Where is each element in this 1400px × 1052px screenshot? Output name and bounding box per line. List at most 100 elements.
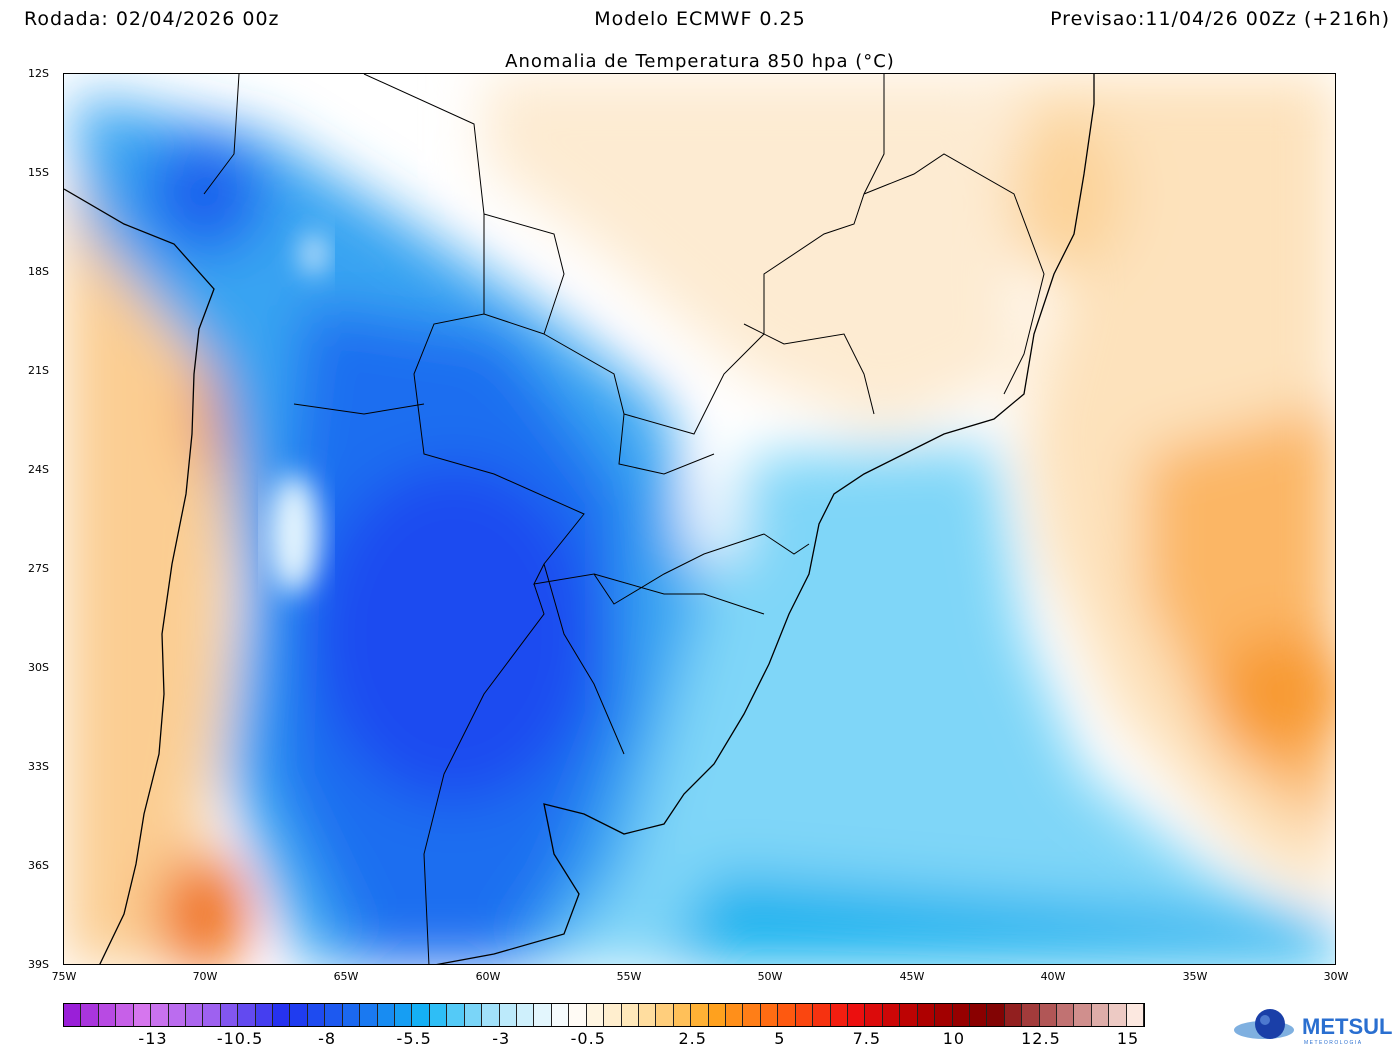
svg-text:METEOROLOGIA: METEOROLOGIA (1304, 1040, 1363, 1046)
colorbar-swatch (395, 1004, 413, 1026)
lat-label: 33S (28, 760, 49, 773)
lon-label: 75W (51, 970, 77, 983)
lon-label: 35W (1182, 970, 1208, 983)
lon-label: 70W (192, 970, 218, 983)
colorbar-swatch (935, 1004, 953, 1026)
colorbar-swatch (307, 1004, 326, 1026)
colorbar-swatch (969, 1004, 988, 1026)
colorbar-swatch (917, 1004, 936, 1026)
colorbar-swatch (708, 1004, 727, 1026)
colorbar-label: -3 (492, 1029, 511, 1048)
colorbar-swatch (325, 1004, 343, 1026)
anomaly-map (63, 73, 1336, 965)
colorbar-swatch (847, 1004, 866, 1026)
colorbar-label: -5.5 (396, 1029, 432, 1048)
colorbar-swatch (1109, 1004, 1127, 1026)
colorbar-swatch (412, 1004, 430, 1026)
colorbar-label: 5 (774, 1029, 786, 1048)
colorbar-swatch (220, 1004, 239, 1026)
lon-label: 30W (1323, 970, 1349, 983)
colorbar-swatch (290, 1004, 308, 1026)
model-label: Modelo ECMWF 0.25 (594, 8, 806, 30)
colorbar-swatch (273, 1004, 291, 1026)
colorbar-swatch (760, 1004, 779, 1026)
lat-label: 36S (28, 859, 49, 872)
colorbar-swatch (499, 1004, 517, 1026)
colorbar-swatch (377, 1004, 396, 1026)
colorbar-swatch (360, 1004, 378, 1026)
colorbar-swatch (516, 1004, 535, 1026)
colorbar (63, 1003, 1145, 1027)
lat-label: 18S (28, 265, 49, 278)
colorbar-swatch (1091, 1004, 1110, 1026)
colorbar-swatch (447, 1004, 465, 1026)
borders (203, 74, 1045, 964)
colorbar-swatch (743, 1004, 761, 1026)
lat-label: 39S (28, 958, 49, 971)
colorbar-swatch (1004, 1004, 1023, 1026)
colorbar-swatch (1039, 1004, 1058, 1026)
colorbar-swatch (1126, 1004, 1145, 1026)
colorbar-swatch (830, 1004, 848, 1026)
colorbar-swatch (726, 1004, 744, 1026)
colorbar-swatch (185, 1004, 204, 1026)
colorbar-swatch (133, 1004, 152, 1026)
colorbar-swatch (673, 1004, 692, 1026)
colorbar-swatch (482, 1004, 500, 1026)
colorbar-swatch (569, 1004, 587, 1026)
colorbar-swatch (621, 1004, 639, 1026)
colorbar-swatch (604, 1004, 622, 1026)
colorbar-swatch (81, 1004, 99, 1026)
lon-label: 45W (899, 970, 925, 983)
colorbar-label: -13 (138, 1029, 168, 1048)
colorbar-label: -0.5 (570, 1029, 606, 1048)
colorbar-label: -10.5 (216, 1029, 264, 1048)
svg-text:METSUL: METSUL (1302, 1014, 1392, 1039)
colorbar-swatch (638, 1004, 657, 1026)
colorbar-swatch (1022, 1004, 1040, 1026)
lat-label: 30S (28, 661, 49, 674)
colorbar-label: 15 (1116, 1029, 1140, 1048)
colorbar-swatch (151, 1004, 169, 1026)
coastline (64, 74, 1095, 964)
colorbar-swatch (813, 1004, 831, 1026)
colorbar-swatch (255, 1004, 274, 1026)
colorbar-swatch (342, 1004, 361, 1026)
colorbar-swatch (1057, 1004, 1075, 1026)
run-label: Rodada: 02/04/2026 00z (24, 8, 280, 30)
colorbar-swatch (795, 1004, 814, 1026)
colorbar-label: 10 (942, 1029, 966, 1048)
colorbar-swatch (778, 1004, 796, 1026)
colorbar-swatch (429, 1004, 448, 1026)
colorbar-label: 12.5 (1021, 1029, 1061, 1048)
colorbar-swatch (551, 1004, 570, 1026)
colorbar-swatch (952, 1004, 970, 1026)
lat-label: 21S (28, 364, 49, 377)
lon-label: 65W (333, 970, 359, 983)
colorbar-swatch (203, 1004, 221, 1026)
colorbar-swatch (238, 1004, 256, 1026)
lon-label: 50W (757, 970, 783, 983)
colorbar-swatch (691, 1004, 709, 1026)
colorbar-label: -8 (318, 1029, 337, 1048)
colorbar-swatch (98, 1004, 117, 1026)
colorbar-swatch (656, 1004, 674, 1026)
colorbar-swatch (534, 1004, 552, 1026)
colorbar-swatch (865, 1004, 883, 1026)
lon-label: 40W (1040, 970, 1066, 983)
colorbar-swatch (64, 1004, 82, 1026)
colorbar-swatch (900, 1004, 918, 1026)
colorbar-swatch (464, 1004, 483, 1026)
anomaly-field (64, 74, 1335, 964)
lat-label: 27S (28, 562, 49, 575)
colorbar-swatch (116, 1004, 134, 1026)
colorbar-swatch (1074, 1004, 1092, 1026)
colorbar-label: 2.5 (678, 1029, 707, 1048)
lon-label: 60W (475, 970, 501, 983)
colorbar-swatch (168, 1004, 186, 1026)
map-title: Anomalia de Temperatura 850 hpa (°C) (505, 51, 895, 72)
forecast-label: Previsao:11/04/26 00Zz (+216h) (1050, 8, 1390, 30)
colorbar-label: 7.5 (852, 1029, 882, 1048)
colorbar-swatch (586, 1004, 605, 1026)
lat-label: 15S (28, 166, 49, 179)
